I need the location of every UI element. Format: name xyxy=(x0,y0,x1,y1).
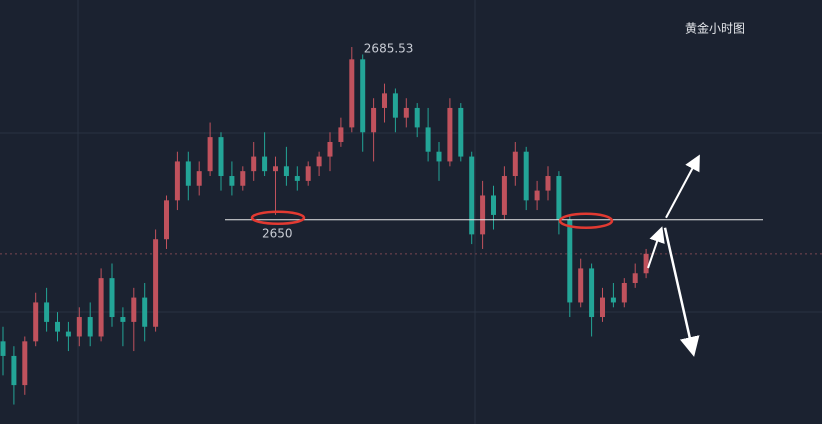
candle-body xyxy=(142,297,148,327)
candle-body xyxy=(501,176,507,215)
candle-body xyxy=(109,278,115,318)
candle-body xyxy=(643,253,649,274)
candle-body xyxy=(371,107,377,133)
candle-body xyxy=(610,297,616,303)
chart-title: 黄金小时图 xyxy=(685,21,745,36)
candle-body xyxy=(512,151,518,177)
candle-body xyxy=(22,341,28,386)
candle-body xyxy=(283,166,289,177)
candle-body xyxy=(153,239,159,327)
highlight xyxy=(558,212,614,230)
candle-body xyxy=(600,297,605,318)
candle-body xyxy=(382,93,387,108)
candle-body xyxy=(414,107,420,128)
highlight xyxy=(250,210,306,226)
candle-body xyxy=(403,107,409,118)
candle-body xyxy=(392,93,398,118)
candle-body xyxy=(305,166,311,181)
candle-body xyxy=(436,151,442,162)
candle-body xyxy=(491,195,496,215)
arrow xyxy=(665,154,700,219)
candle-body xyxy=(229,176,235,186)
candle-body xyxy=(567,219,573,303)
candle-body xyxy=(164,200,169,240)
candle-body xyxy=(11,355,17,386)
candle-body xyxy=(316,156,322,167)
candle-body xyxy=(174,161,180,201)
candle-body xyxy=(534,190,540,201)
candle-body xyxy=(65,331,71,337)
candle-body xyxy=(458,107,464,157)
arrow xyxy=(663,227,700,357)
candle-body xyxy=(523,151,529,201)
candle-body xyxy=(251,156,257,172)
candle-body xyxy=(294,176,300,181)
candle-body xyxy=(327,141,333,157)
candle-body xyxy=(76,317,82,337)
candle-body xyxy=(338,127,344,142)
candle-body xyxy=(240,171,246,186)
candle-body xyxy=(273,166,278,172)
candle-body xyxy=(55,321,60,332)
candle-body xyxy=(589,268,595,318)
candle-body xyxy=(578,268,584,303)
candle-body xyxy=(185,161,191,186)
candle-body xyxy=(44,302,50,322)
candle-body xyxy=(425,127,431,152)
candle-body xyxy=(349,59,355,128)
candle-body xyxy=(545,176,551,191)
candle-body xyxy=(556,176,562,220)
candle-body xyxy=(632,273,638,283)
high-label: 2685.53 xyxy=(364,42,414,56)
candle-body xyxy=(447,107,453,162)
candle-body xyxy=(131,297,137,322)
arrow xyxy=(647,226,665,269)
candle-body xyxy=(218,137,224,177)
candle-body xyxy=(120,317,126,322)
candle-body xyxy=(480,195,486,235)
candle-body xyxy=(196,171,202,186)
candle-body xyxy=(98,278,104,337)
candle-body xyxy=(469,156,475,235)
candle-body xyxy=(33,302,39,342)
candle-body xyxy=(207,137,213,172)
candle-body xyxy=(0,341,6,356)
candle-body xyxy=(87,317,93,337)
candle-body xyxy=(262,156,268,172)
plot: 2685.53 2650 xyxy=(0,42,822,405)
candle-body xyxy=(360,59,366,133)
support-label: 2650 xyxy=(262,226,293,240)
candle-body xyxy=(621,282,627,303)
